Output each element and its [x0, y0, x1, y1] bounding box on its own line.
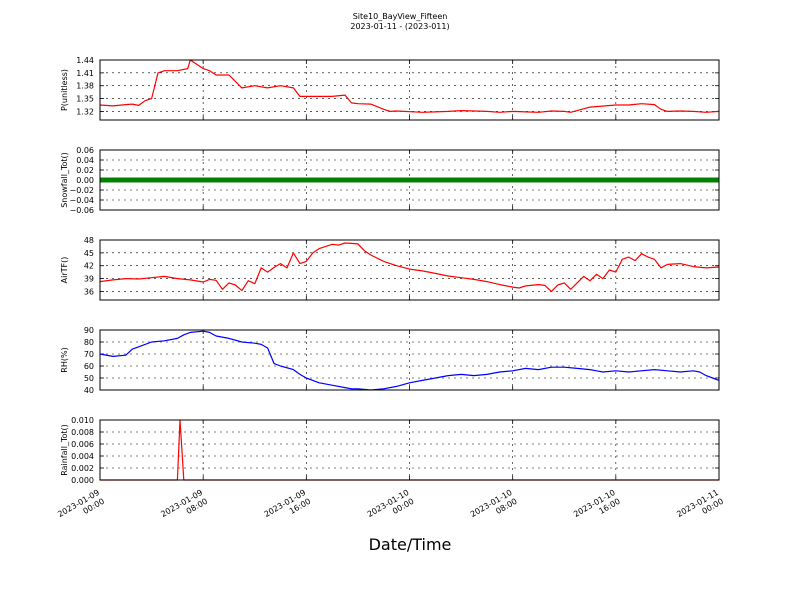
y-tick-label: 0.00 — [76, 176, 94, 185]
y-tick-label: 90 — [84, 326, 94, 335]
y-tick-label: 80 — [84, 338, 94, 347]
y-axis-label: Snowfall_Tot() — [60, 152, 69, 208]
x-tick-label: 2023-01-0908:00 — [159, 488, 209, 528]
y-tick-label: 39 — [84, 275, 94, 284]
y-tick-label: 1.44 — [76, 56, 94, 65]
x-axis-label: Date/Time — [369, 535, 452, 554]
series-line — [99, 330, 720, 391]
y-tick-label: 0.000 — [71, 476, 94, 485]
x-axis-ticks: 2023-01-0900:00 2023-01-0908:00 2023-01-09… — [56, 488, 725, 528]
panel-frame — [99, 239, 720, 301]
y-tick-label: 70 — [84, 350, 94, 359]
panel-frame — [99, 419, 720, 481]
x-tick-label: 2023-01-1100:00 — [675, 488, 725, 528]
y-tick-label: 1.41 — [76, 69, 94, 78]
y-tick-label: 0.002 — [71, 464, 94, 473]
series-line — [99, 59, 720, 113]
y-tick-label: 0.004 — [71, 452, 94, 461]
series-line — [99, 242, 720, 292]
y-tick-label: −0.06 — [69, 206, 94, 215]
panel-4: 0.000 0.002 0.004 0.006 0.008 0.010Rainfall_T… — [60, 416, 720, 485]
y-tick-label: 1.35 — [76, 95, 94, 104]
y-tick-label: 1.32 — [76, 107, 94, 116]
y-tick-label: 0.04 — [76, 156, 94, 165]
y-tick-label: 60 — [84, 362, 94, 371]
y-tick-label: 0.010 — [71, 416, 94, 425]
y-tick-label: 40 — [84, 386, 94, 395]
x-tick-label: 2023-01-0900:00 — [56, 488, 106, 528]
y-tick-label: 48 — [84, 236, 94, 245]
y-axis-label: RH(%) — [60, 347, 69, 372]
y-axis-label: P(unitless) — [60, 69, 69, 111]
y-tick-label: 50 — [84, 374, 94, 383]
y-tick-label: 1.38 — [76, 82, 94, 91]
y-tick-label: 0.06 — [76, 146, 94, 155]
panel-1: −0.06−0.04−0.020.000.020.040.06 Snowfall_… — [60, 146, 720, 215]
y-tick-label: 0.02 — [76, 166, 94, 175]
x-tick-label: 2023-01-0916:00 — [263, 488, 313, 528]
panel-0: 1.32 1.35 1.38 1.41 1.44 P(unitless) — [60, 56, 720, 121]
y-tick-label: 0.006 — [71, 440, 94, 449]
x-tick-label: 2023-01-1008:00 — [469, 488, 519, 528]
x-tick-label: 2023-01-1000:00 — [366, 488, 416, 528]
chart-panels: 1.321.351.381.411.44P(unitless)−0.06−0.0… — [60, 56, 720, 485]
y-axis-label: Rainfall_Tot() — [60, 424, 69, 476]
y-axis-label: AirTF() — [60, 257, 69, 284]
y-tick-label: 42 — [84, 262, 94, 271]
y-tick-label: −0.02 — [69, 186, 94, 195]
chart-title-line2: 2023-01-11 - (2023-011) — [350, 22, 449, 31]
x-tick-label: 2023-01-1016:00 — [572, 488, 622, 528]
panel-2: 36 39 42 45 48 AirTF() — [60, 236, 720, 301]
y-tick-label: 45 — [84, 249, 94, 258]
y-tick-label: 36 — [84, 287, 94, 296]
panel-frame — [99, 329, 720, 391]
y-tick-label: 0.008 — [71, 428, 94, 437]
panel-frame — [99, 59, 720, 121]
panel-3: 40 50 60 70 80 90 RH(%) — [60, 326, 720, 395]
panel-frame — [99, 149, 720, 211]
y-tick-label: −0.04 — [69, 196, 94, 205]
chart-title-line1: Site10_BayView_Fifteen — [353, 12, 448, 21]
